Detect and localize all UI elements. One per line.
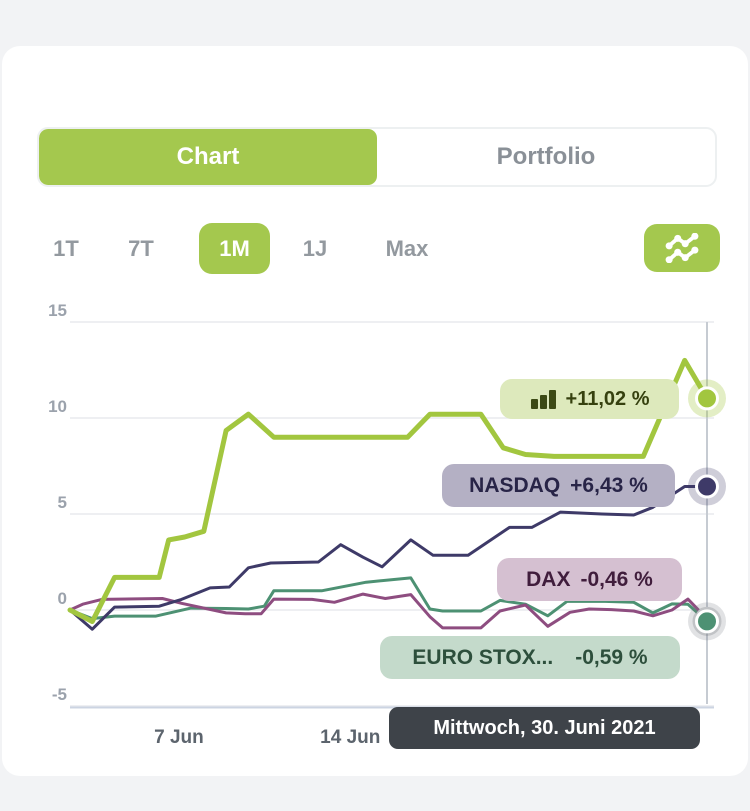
portfolio-performance-badge: +11,02 %: [500, 379, 679, 419]
y-axis-tick: 10: [48, 397, 67, 416]
range-bar: 1T 7T 1M 1J Max: [2, 223, 750, 274]
nasdaq-line: [68, 485, 709, 631]
eurostoxx-label: EURO STOX...: [412, 645, 554, 669]
y-axis-tick: 0: [58, 589, 67, 608]
hovered-date-tooltip: Mittwoch, 30. Juni 2021: [389, 707, 700, 749]
eurostoxx-line: [68, 576, 709, 623]
portfolio-line: [67, 357, 710, 624]
range-max-button[interactable]: Max: [371, 223, 443, 274]
range-7t-button[interactable]: 7T: [117, 223, 165, 274]
tab-bar: Chart Portfolio: [37, 127, 717, 187]
x-axis-tick: 7 Jun: [154, 727, 204, 748]
chart-card: Chart Portfolio 1T 7T 1M 1J Max 15 10 5 0 -5…: [2, 46, 748, 776]
nasdaq-change-value: +6,43 %: [570, 473, 648, 497]
y-axis-tick: 15: [48, 301, 67, 320]
nasdaq-badge: NASDAQ +6,43 %: [442, 464, 675, 507]
range-1t-button[interactable]: 1T: [42, 223, 90, 274]
bar-chart-icon: [530, 390, 556, 409]
range-1m-button[interactable]: 1M: [199, 223, 270, 274]
portfolio-change-value: +11,02 %: [565, 387, 650, 410]
dax-line: [68, 592, 709, 630]
dax-change-value: -0,46 %: [580, 567, 653, 591]
dax-badge: DAX -0,46 %: [497, 558, 682, 601]
x-axis-tick: 14 Jun: [320, 727, 380, 748]
nasdaq-end-dot: [695, 474, 719, 499]
tab-chart[interactable]: Chart: [39, 129, 377, 185]
nasdaq-label: NASDAQ: [469, 473, 561, 497]
eurostoxx-badge: EURO STOX... -0,59 %: [380, 636, 680, 679]
dax-label: DAX: [526, 567, 571, 591]
eurostoxx-change-value: -0,59 %: [575, 645, 648, 669]
y-axis-tick: -5: [52, 685, 67, 704]
performance-chart[interactable]: 15 10 5 0 -5 7 Jun 14 Jun: [2, 296, 750, 766]
tab-portfolio[interactable]: Portfolio: [377, 129, 715, 185]
range-1j-button[interactable]: 1J: [291, 223, 339, 274]
multi-line-chart-icon: [665, 233, 699, 263]
y-axis-tick: 5: [58, 493, 67, 512]
eurostoxx-end-dot: [695, 609, 719, 634]
chart-type-button[interactable]: [644, 224, 720, 272]
portfolio-end-dot: [695, 386, 719, 411]
